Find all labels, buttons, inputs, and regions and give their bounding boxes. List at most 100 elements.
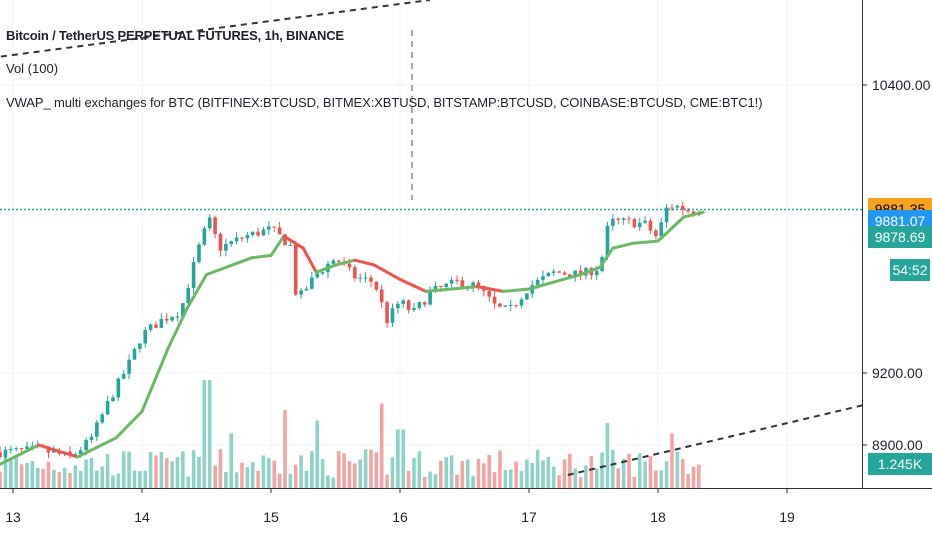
vwap-segment-30 [669,215,686,231]
candle-body-21 [111,397,115,402]
candle-body-79 [422,302,427,305]
candle-body-115 [616,218,621,220]
volume-bar-36 [191,450,196,488]
volume-bar-66 [353,463,357,488]
indicator-legend[interactable]: VWAP_ multi exchanges for BTC (BITFINEX:… [6,95,763,110]
volume-bar-44 [234,472,239,488]
candle-body-62 [331,260,336,264]
volume-bar-29 [154,455,158,488]
volume-bar-39 [207,380,212,488]
volume-bar-80 [428,471,432,488]
volume-bar-21 [111,475,115,488]
trendline-upper[interactable] [0,0,431,58]
candle-body-70 [374,281,379,290]
volume-bar-104 [557,475,561,488]
candle-body-73 [390,308,395,324]
candle-body-32 [170,317,174,321]
volume-bar-77 [412,458,416,488]
volume-bar-85 [455,474,459,488]
candle-body-84 [449,279,454,284]
candle-body-111 [594,271,599,276]
candle-body-52 [277,227,282,235]
volume-bar-73 [390,457,395,488]
vwap-segment-23 [527,280,557,291]
volume-bar-69 [369,449,373,488]
candle-body-47 [250,231,255,236]
volume-badge: 1.245K [868,453,932,476]
y-tick-label-2: 8900.00 [872,437,923,453]
volume-bar-108 [578,477,583,488]
candle-body-51 [272,226,277,228]
vwap-segment-18 [398,277,428,293]
volume-bar-64 [342,453,346,488]
candle-body-19 [100,414,105,423]
volume-bar-67 [358,459,363,488]
vwap-segment-20 [450,285,479,291]
candle-body-86 [460,280,465,288]
volume-bar-89 [476,458,481,488]
vwap-segment-25 [579,265,602,277]
vwap-segment-16 [372,263,389,274]
candle-body-38 [202,228,207,245]
x-tick-label-2: 15 [263,509,279,525]
vwap-segment-12 [301,246,318,274]
vwap-segment-1 [37,443,79,459]
candle-body-124 [664,207,669,223]
candle-body-106 [568,274,572,278]
volume-bar-90 [482,463,486,488]
candle-body-23 [121,373,126,379]
volume-bar-123 [659,470,664,488]
volume-bar-114 [611,449,615,488]
volume-bar-61 [326,475,330,488]
volume-bar-107 [573,468,578,488]
trendline-lower[interactable] [567,400,878,476]
candle-body-118 [632,219,637,228]
volume-bar-56 [299,455,303,488]
candle-body-69 [369,277,373,282]
candle-body-123 [659,222,664,237]
volume-bar-43 [229,433,234,488]
volume-bar-3 [14,457,19,488]
candle-body-16 [84,440,88,451]
volume-bar-81 [433,474,438,488]
x-tick-label-0: 13 [5,509,21,525]
volume-bar-11 [57,472,62,488]
candle-body-18 [95,422,99,437]
vwap-segment-14 [334,258,357,267]
x-tick-label-1: 14 [134,509,150,525]
grid-lines [0,0,862,488]
volume-bar-41 [218,449,223,488]
vwap-segment-31 [682,210,705,219]
volume-bar-59 [315,420,320,488]
volume-bar-34 [181,451,185,488]
volume-bar-57 [304,471,309,488]
volume-legend[interactable]: Vol (100) [6,61,59,76]
candle-body-37 [197,244,201,263]
candle-body-9 [46,447,51,453]
candle-body-28 [148,324,153,330]
candle-body-81 [433,285,438,292]
volume-bar-13 [68,472,72,488]
y-tick-label-0: 10400.00 [872,77,931,93]
volume-bar-2 [9,459,13,488]
volume-bar-46 [245,467,250,488]
vwap-segment-24 [553,273,583,284]
volume-bar-14 [73,465,78,488]
volume-bar-4 [19,464,24,488]
volume-bar-70 [374,452,379,488]
symbol-legend[interactable]: Bitcoin / TetherUS PERPETUAL FUTURES, 1h… [6,28,344,43]
bid-price-badge: 9881.07 [868,209,932,232]
vwap-line [0,210,705,466]
volume-bar-68 [363,449,368,488]
volume-bar-86 [460,460,465,488]
volume-bar-42 [224,471,228,488]
candle-body-48 [256,231,260,236]
vwap-segment-22 [501,287,531,293]
candle-body-49 [261,229,266,236]
volume-bar-119 [637,453,642,488]
volume-bar-102 [546,456,551,488]
volume-bar-8 [41,469,45,488]
volume-bar-63 [336,451,341,488]
